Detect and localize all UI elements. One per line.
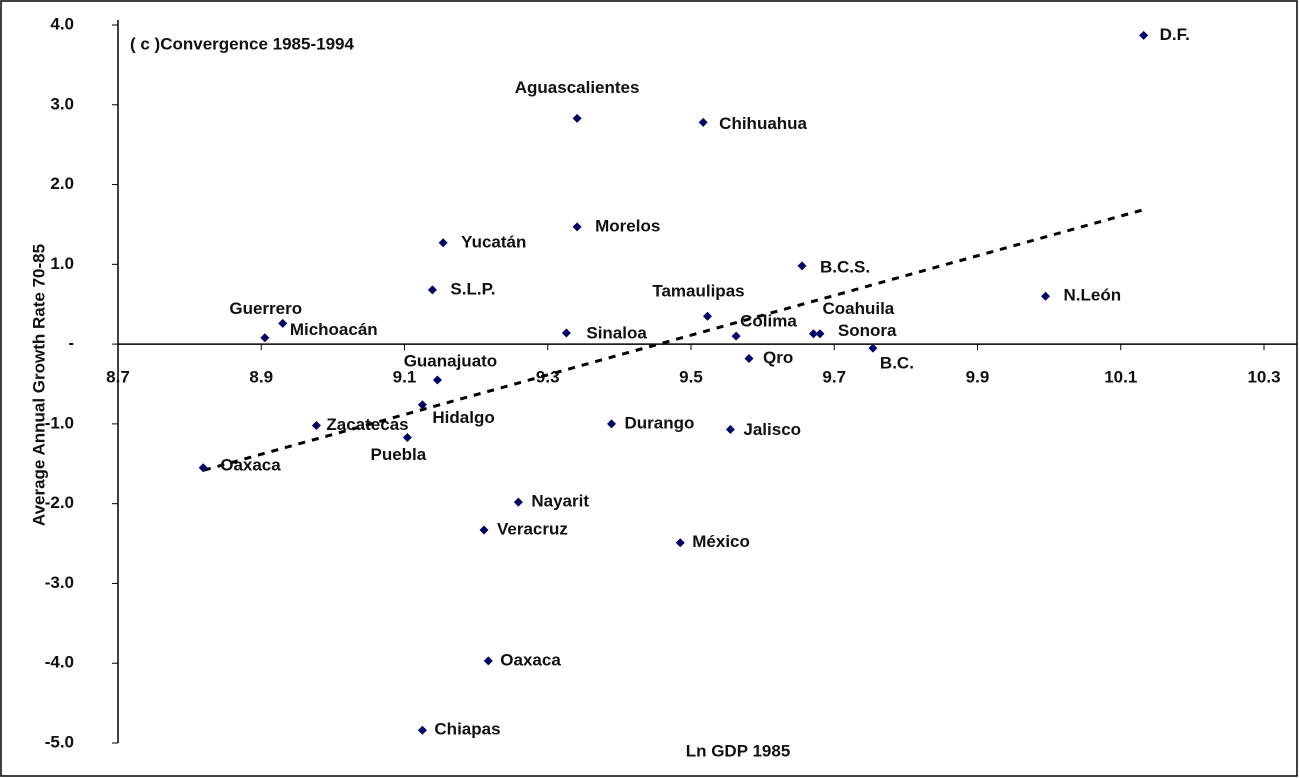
point — [402, 432, 412, 442]
point — [479, 525, 489, 535]
point — [438, 238, 448, 248]
point-label: Aguascalientes — [515, 78, 640, 97]
point — [572, 113, 582, 123]
point — [675, 538, 685, 548]
point-label: Qro — [763, 348, 793, 367]
x-tick-label: 9.3 — [536, 368, 560, 387]
point — [198, 463, 208, 473]
point-label: Nayarit — [531, 492, 589, 511]
y-tick-label: -5.0 — [45, 732, 74, 751]
point-label: B.C.S. — [820, 257, 870, 276]
point — [513, 497, 523, 507]
point-label: Colima — [740, 312, 797, 331]
point-label: S.L.P. — [450, 279, 495, 298]
point-label: Veracruz — [497, 519, 568, 538]
point-label: D.F. — [1160, 25, 1190, 44]
point — [698, 117, 708, 127]
point-label: Sinaloa — [586, 323, 647, 342]
point — [417, 400, 427, 410]
y-tick-label: -3.0 — [45, 573, 74, 592]
x-tick-label: 8.9 — [249, 368, 273, 387]
y-tick-label: -4.0 — [45, 653, 74, 672]
y-axis-label: Average Annual Growth Rate 70-85 — [29, 244, 48, 526]
point — [606, 419, 616, 429]
y-tick-label: -1.0 — [45, 413, 74, 432]
x-tick-label: 9.5 — [679, 368, 703, 387]
point — [1041, 291, 1051, 301]
point — [427, 285, 437, 295]
point — [744, 353, 754, 363]
point-label: Guerrero — [229, 299, 302, 318]
point — [561, 328, 571, 338]
point — [572, 222, 582, 232]
point-label: Guanajuato — [404, 351, 498, 370]
x-tick-label: 10.3 — [1247, 368, 1280, 387]
y-tick-label: 2.0 — [50, 174, 74, 193]
point-label: Zacatecas — [326, 415, 408, 434]
point — [797, 261, 807, 271]
point-label: Oaxaca — [500, 650, 561, 669]
x-tick-label: 9.9 — [966, 368, 990, 387]
y-tick-label: 1.0 — [50, 254, 74, 273]
point-label: Puebla — [370, 445, 426, 464]
point-label: Sonora — [838, 321, 897, 340]
point-label: Coahuila — [822, 299, 894, 318]
x-tick-label: 10.1 — [1104, 368, 1137, 387]
point-label: B.C. — [880, 354, 914, 373]
y-tick-label: - — [68, 334, 74, 353]
x-axis-label: Ln GDP 1985 — [686, 741, 791, 760]
chart-title: ( c )Convergence 1985-1994 — [130, 34, 354, 53]
point-label: Morelos — [595, 216, 660, 235]
y-tick-label: -2.0 — [45, 493, 74, 512]
point-label: Chihuahua — [719, 114, 807, 133]
point — [731, 331, 741, 341]
point — [432, 375, 442, 385]
point — [815, 329, 825, 339]
point-label: Durango — [624, 413, 694, 432]
point-label: Chiapas — [434, 720, 500, 739]
point-label: México — [692, 532, 750, 551]
y-tick-label: 4.0 — [50, 14, 74, 33]
x-tick-label: 9.7 — [822, 368, 846, 387]
point-label: Hidalgo — [432, 408, 494, 427]
point — [260, 333, 270, 343]
x-tick-label: 8.7 — [106, 368, 130, 387]
x-tick-label: 9.1 — [393, 368, 417, 387]
y-tick-label: 3.0 — [50, 94, 74, 113]
point-label: N.León — [1064, 286, 1122, 305]
point — [868, 343, 878, 353]
point-label: Jalisco — [743, 420, 801, 439]
point-label: Tamaulipas — [652, 282, 744, 301]
point — [1139, 30, 1149, 40]
point-label: Yucatán — [461, 232, 526, 251]
point — [311, 420, 321, 430]
point — [808, 329, 818, 339]
point — [725, 424, 735, 434]
point — [278, 318, 288, 328]
point-label: Michoacán — [290, 320, 378, 339]
point — [483, 656, 493, 666]
point-label: Oaxaca — [220, 455, 281, 474]
point — [417, 725, 427, 735]
point — [702, 311, 712, 321]
